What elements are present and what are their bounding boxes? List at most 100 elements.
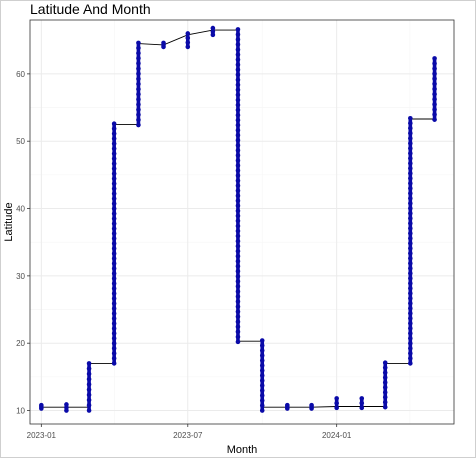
- data-point: [432, 56, 437, 61]
- data-point: [235, 62, 241, 68]
- data-point: [382, 380, 388, 385]
- data-point: [382, 390, 388, 395]
- data-point: [235, 208, 241, 214]
- data-point: [235, 183, 241, 188]
- data-point: [285, 406, 290, 411]
- data-point: [259, 348, 265, 353]
- data-point: [111, 281, 117, 286]
- data-point: [111, 261, 117, 266]
- data-point: [111, 256, 117, 261]
- data-point: [432, 76, 437, 82]
- data-point: [111, 141, 117, 146]
- data-point: [235, 243, 241, 249]
- data-point: [408, 231, 413, 236]
- data-point: [408, 346, 413, 351]
- data-point: [111, 136, 117, 141]
- y-tick-label: 30: [16, 272, 25, 281]
- data-point: [136, 66, 141, 71]
- data-point: [111, 126, 117, 131]
- data-point: [408, 236, 413, 241]
- data-point: [408, 336, 413, 341]
- data-point: [259, 363, 265, 368]
- y-axis-ticks: 10 20 30 40 50 60: [16, 70, 30, 416]
- data-point: [235, 168, 241, 173]
- data-point: [111, 266, 117, 271]
- data-point: [136, 40, 141, 46]
- data-point: [39, 406, 44, 411]
- data-point: [136, 45, 141, 51]
- data-point: [235, 188, 241, 193]
- data-point: [235, 143, 241, 148]
- data-point: [259, 388, 265, 393]
- data-point: [235, 213, 241, 219]
- data-point: [259, 398, 265, 403]
- y-tick-label: 50: [16, 137, 25, 146]
- data-point: [408, 211, 413, 216]
- data-point: [111, 176, 117, 181]
- data-point: [235, 122, 241, 128]
- data-point: [111, 156, 117, 161]
- data-point: [111, 191, 117, 196]
- data-point: [111, 236, 117, 241]
- data-point: [86, 387, 92, 392]
- data-point: [136, 55, 141, 61]
- y-axis-title: Latitude: [3, 202, 15, 241]
- chart-title: Latitude And Month: [30, 1, 151, 17]
- data-point: [408, 206, 413, 211]
- data-point: [408, 271, 413, 276]
- data-point: [111, 171, 117, 176]
- data-point: [111, 121, 117, 126]
- data-point: [408, 246, 413, 251]
- data-point: [235, 127, 241, 133]
- data-point: [408, 241, 413, 246]
- data-point: [432, 86, 437, 92]
- data-point: [408, 256, 413, 261]
- data-point: [408, 356, 413, 361]
- data-point: [136, 102, 141, 107]
- data-point: [111, 131, 117, 136]
- data-point: [111, 326, 117, 331]
- data-point: [111, 251, 117, 256]
- data-point: [235, 193, 241, 199]
- data-point: [136, 122, 141, 128]
- data-point: [185, 35, 191, 41]
- data-point: [432, 71, 437, 76]
- data-point: [111, 316, 117, 321]
- data-point: [259, 403, 265, 408]
- data-point: [111, 166, 117, 171]
- data-point: [235, 294, 241, 299]
- data-point: [136, 112, 141, 118]
- data-point: [408, 191, 413, 196]
- data-point: [259, 368, 265, 373]
- data-point: [235, 279, 241, 284]
- data-point: [111, 211, 117, 216]
- data-point: [111, 221, 117, 226]
- data-point: [408, 321, 413, 326]
- data-point: [408, 181, 413, 186]
- data-point: [235, 289, 241, 294]
- data-point: [408, 316, 413, 321]
- y-tick-label: 10: [16, 407, 25, 416]
- data-point: [432, 112, 437, 117]
- x-axis-ticks: 2023-01 2023-07 2024-01: [27, 424, 352, 440]
- data-point: [111, 296, 117, 301]
- data-point: [432, 102, 437, 107]
- data-point: [111, 306, 117, 311]
- data-point: [111, 291, 117, 296]
- data-point: [235, 263, 241, 269]
- data-point: [136, 91, 141, 97]
- data-point: [111, 311, 117, 316]
- data-point: [259, 408, 265, 413]
- data-point: [136, 117, 141, 123]
- data-point: [408, 196, 413, 201]
- y-tick-label: 20: [16, 339, 25, 348]
- data-point: [235, 72, 241, 78]
- data-point: [432, 117, 437, 122]
- data-point: [136, 107, 141, 112]
- data-point: [408, 141, 413, 146]
- data-point: [136, 71, 141, 76]
- data-point: [235, 27, 241, 32]
- data-point: [235, 153, 241, 158]
- data-point: [185, 31, 191, 36]
